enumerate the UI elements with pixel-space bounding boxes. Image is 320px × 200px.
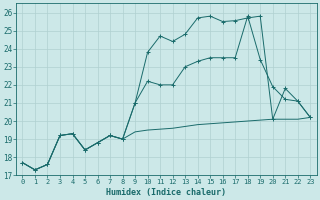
X-axis label: Humidex (Indice chaleur): Humidex (Indice chaleur) (106, 188, 226, 197)
